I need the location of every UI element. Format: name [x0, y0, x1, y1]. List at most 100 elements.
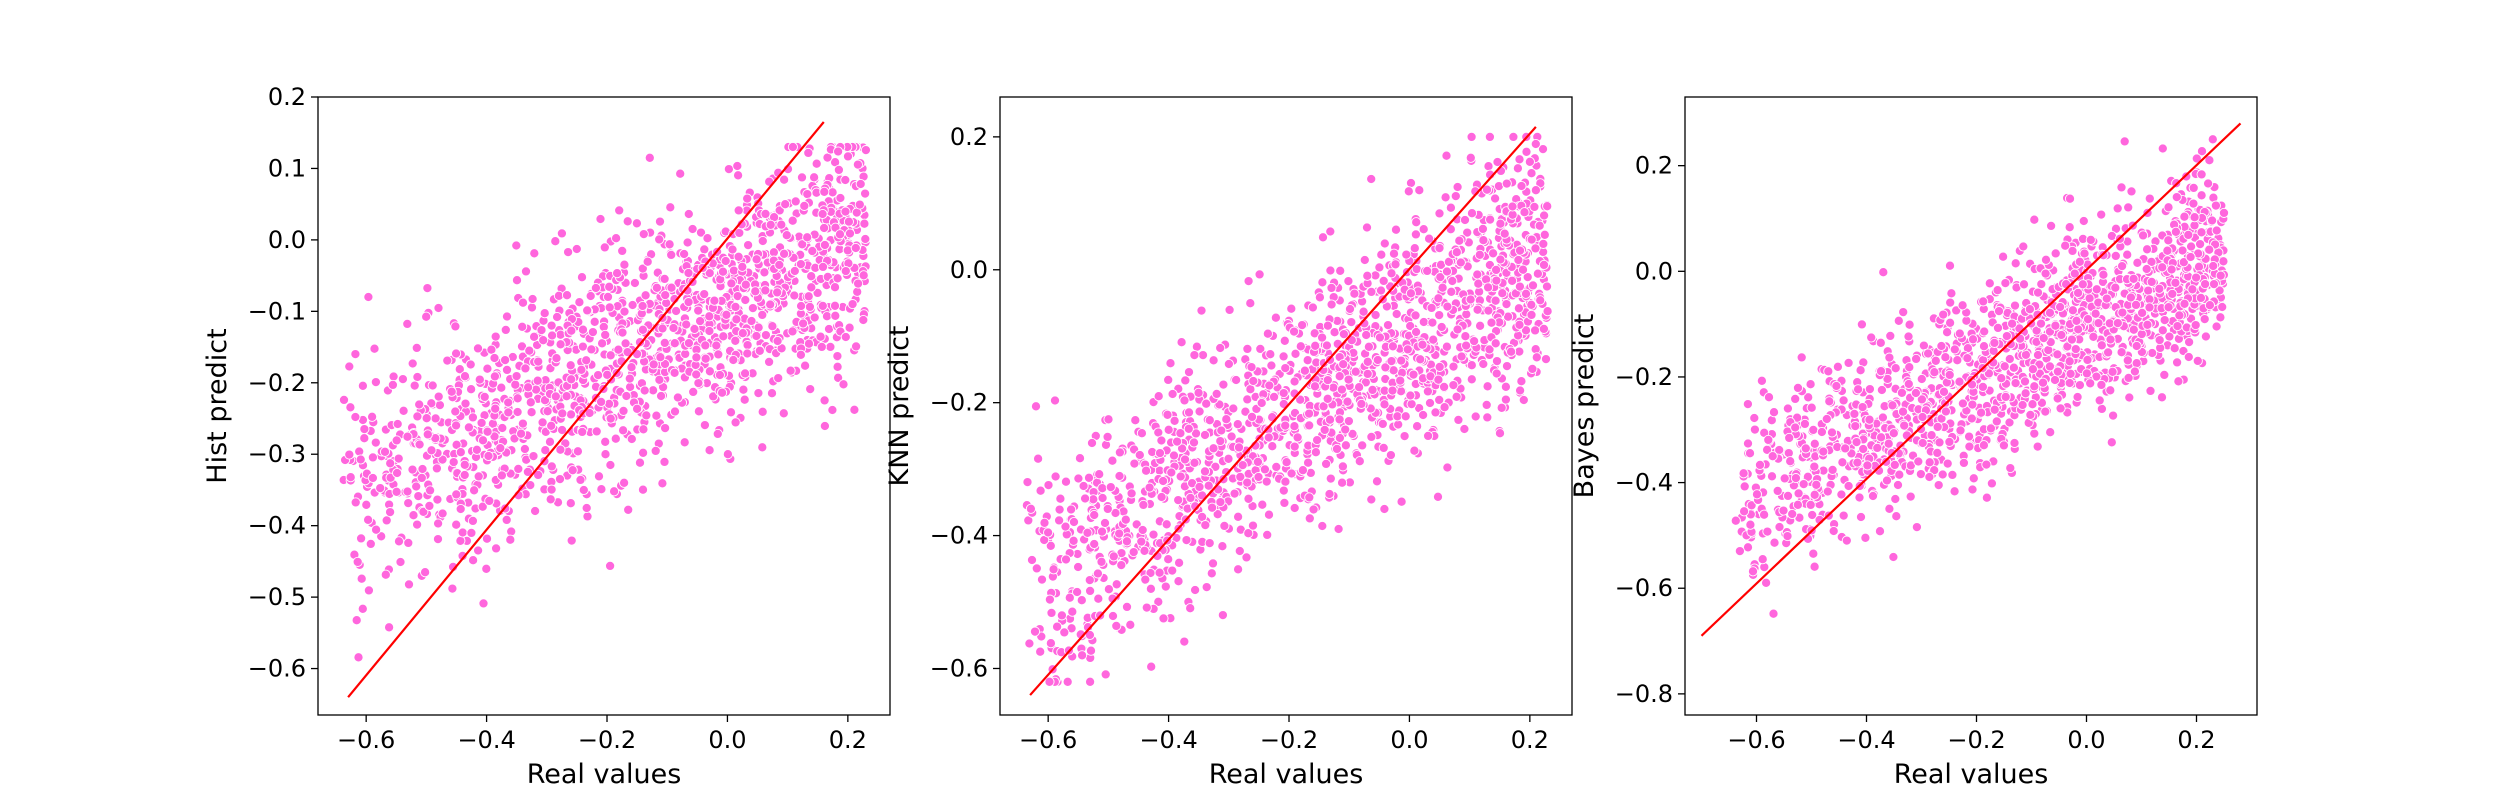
scatter-point	[2117, 261, 2128, 272]
scatter-point	[830, 310, 841, 321]
scatter-point	[1229, 488, 1240, 499]
scatter-point	[1062, 676, 1073, 687]
scatter-point	[455, 535, 466, 546]
scatter-point	[1763, 434, 1774, 445]
scatter-point	[1308, 504, 1319, 515]
scatter-point	[392, 418, 403, 430]
scatter-point	[1816, 426, 1827, 438]
scatter-point	[363, 291, 374, 303]
scatter-point	[411, 342, 422, 353]
scatter-point	[351, 615, 362, 626]
scatter-point	[1376, 249, 1387, 260]
scatter-point	[469, 485, 480, 496]
scatter-point	[757, 406, 768, 417]
scatter-point	[760, 330, 771, 341]
scatter-point	[1422, 386, 1433, 397]
scatter-point	[1297, 465, 1308, 476]
scatter-point	[542, 406, 553, 417]
scatter-point	[1989, 404, 2000, 415]
scatter-point	[700, 353, 711, 364]
scatter-point	[2157, 262, 2168, 273]
scatter-point	[1482, 412, 1493, 423]
scatter-point	[1304, 420, 1315, 431]
scatter-point	[1073, 561, 1084, 573]
scatter-point	[1078, 480, 1089, 492]
scatter-point	[403, 579, 415, 590]
scatter-point	[563, 247, 574, 258]
scatter-point	[740, 368, 751, 379]
scatter-point	[1146, 661, 1157, 672]
scatter-point	[1944, 436, 1955, 447]
scatter-point	[1917, 437, 1928, 449]
scatter-point	[2046, 220, 2057, 231]
scatter-point	[450, 406, 461, 417]
scatter-point	[467, 412, 478, 423]
scatter-point	[1894, 469, 1905, 480]
scatter-point	[648, 359, 659, 370]
scatter-point	[832, 361, 843, 372]
scatter-point	[388, 371, 399, 382]
scatter-point	[1767, 451, 1778, 462]
scatter-point	[1484, 131, 1495, 142]
scatter-point	[785, 365, 796, 376]
scatter-point	[490, 331, 501, 342]
scatter-point	[671, 305, 682, 317]
scatter-point	[2064, 356, 2075, 367]
scatter-point	[1281, 457, 1292, 468]
scatter-point	[1442, 301, 1453, 312]
scatter-point	[2018, 241, 2029, 252]
scatter-point	[1253, 471, 1264, 483]
scatter-point	[780, 199, 791, 210]
scatter-point	[1798, 479, 1809, 490]
scatter-point	[1979, 326, 1990, 337]
scatter-point	[1938, 309, 1949, 320]
scatter-point	[860, 145, 871, 156]
scatter-point	[708, 391, 719, 402]
scatter-point	[482, 363, 493, 374]
scatter-point	[1180, 375, 1191, 386]
scatter-point	[1366, 431, 1377, 442]
scatter-point	[1491, 275, 1502, 286]
chart-panel-3: −0.6 −0.4 −0.2 0.0 0.2−0.8−0.6−0.4−0.20.00.2…	[1569, 96, 2258, 790]
scatter-point	[353, 652, 364, 663]
scatter-point	[1831, 380, 1842, 392]
scatter-point	[565, 498, 576, 509]
scatter-point	[1145, 583, 1156, 594]
scatter-point	[566, 535, 577, 546]
scatter-point	[460, 398, 471, 409]
scatter-point	[1096, 526, 1108, 537]
scatter-point	[819, 420, 830, 432]
scatter-point	[809, 172, 820, 183]
scatter-point	[529, 331, 540, 342]
scatter-point	[2096, 379, 2107, 390]
scatter-point	[376, 531, 387, 542]
scatter-point	[550, 391, 561, 402]
scatter-point	[1466, 374, 1477, 385]
scatter-point	[455, 447, 466, 458]
scatter-point	[1217, 610, 1228, 621]
scatter-point	[640, 290, 651, 301]
scatter-point	[1872, 442, 1883, 453]
scatter-point	[546, 484, 557, 495]
scatter-point	[2001, 331, 2012, 342]
scatter-point	[1312, 435, 1323, 446]
scatter-point	[561, 290, 573, 301]
scatter-point	[860, 233, 871, 245]
scatter-point	[717, 387, 728, 398]
scatter-point	[1204, 415, 1215, 426]
scatter-point	[1998, 440, 2009, 451]
scatter-point	[1242, 477, 1253, 488]
scatter-point	[578, 484, 589, 496]
scatter-point	[1110, 507, 1121, 519]
scatter-point	[1541, 281, 1553, 292]
scatter-point	[1512, 163, 1523, 174]
scatter-point	[1343, 374, 1354, 385]
scatter-point	[545, 494, 556, 505]
scatter-point	[1402, 344, 1413, 355]
scatter-point	[1137, 524, 1148, 536]
y-tick-label: −0.6	[248, 655, 306, 683]
scatter-point	[1173, 495, 1184, 506]
scatter-point	[2052, 349, 2063, 360]
scatter-point	[1185, 603, 1196, 614]
scatter-point	[1226, 431, 1237, 442]
